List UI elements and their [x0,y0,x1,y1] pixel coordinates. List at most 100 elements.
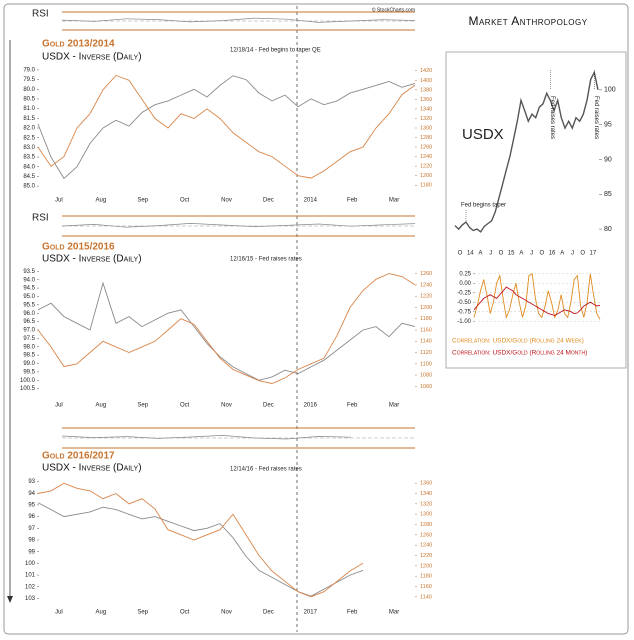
y2-tick-label: 1220 [420,553,432,559]
x-tick-label: Sep [137,403,148,409]
y-tick-label: 98.5 [23,353,35,359]
y-tick-label: 100.5 [20,386,36,392]
y2-tick-label: 1360 [420,481,432,487]
y-tick-label: 81.5 [23,116,35,122]
x-tick-label: Aug [95,403,106,409]
x-tick-label: Mar [389,610,399,616]
y2-tick-label: 1420 [420,68,432,74]
annotation: Fed raises rates [593,96,599,139]
y-tick-label: 97 [28,526,35,532]
x-tick-label: Jul [55,403,63,409]
y2-tick-label: 1140 [420,594,432,600]
y2-tick-label: 1240 [420,154,432,160]
y-tick-label: 0.25 [459,271,471,277]
y-tick-label: 100 [25,561,36,567]
x-tick-label: J [571,251,574,257]
y-tick-label: -1.00 [457,319,471,325]
x-tick-label: Sep [137,610,148,616]
y-tick-label: 83.5 [23,155,35,161]
y-tick-label: 99.0 [23,361,35,367]
series-line [37,281,416,381]
y-tick-label: 94.0 [23,277,35,283]
y-tick-label: 96.5 [23,319,35,325]
y2-tick-label: 1160 [420,327,432,333]
x-tick-label: Aug [95,610,106,616]
series-line [37,273,416,384]
source: © StockCharts.com [372,6,415,13]
y-tick-label: 102 [25,584,36,590]
y2-tick-label: 1240 [420,543,432,549]
y2-tick-label: 1280 [420,522,432,528]
chart-subtitle: USDX - Inverse (Daily) [42,52,142,63]
series-line [37,75,416,180]
y2-tick-label: 1240 [420,282,432,288]
brand: Market Anthropology [468,14,587,28]
y2-tick-label: 1340 [420,491,432,497]
x-tick-label: Dec [263,198,274,204]
x-tick-label: Nov [221,610,232,616]
y2-tick-label: 1140 [420,339,432,345]
y-tick-label: 93 [28,479,35,485]
y2-tick-label: 1060 [420,384,432,390]
x-tick-label: Dec [263,610,274,616]
x-tick-label: A [519,251,523,257]
x-tick-label: Mar [389,198,399,204]
y-tick-label: 79.0 [23,67,35,73]
y-tick-label: 100.0 [20,378,36,384]
y2-tick-label: 1400 [420,78,432,84]
x-tick-label: Sep [137,198,148,204]
series-line [37,502,364,597]
y-tick-label: 99.5 [23,369,35,375]
y-tick-label: 95 [604,121,612,128]
annotation: 12/18/14 - Fed begins to taper QE [230,48,321,54]
y-tick-label: 90 [604,156,612,163]
legend-entry: Correlation: USDX/Gold (Rolling 24 Month… [452,350,587,357]
y-tick-label: 98 [28,538,35,544]
x-tick-label: Dec [263,403,274,409]
series-line [37,74,416,179]
x-tick-label: Aug [95,198,106,204]
x-tick-label: O [499,251,504,257]
y-tick-label: 96.0 [23,311,35,317]
x-tick-label: Nov [221,403,232,409]
chart-title: Gold 2016/2017 [42,451,115,462]
x-tick-label: O [539,251,544,257]
x-tick-label: Mar [389,403,399,409]
y-tick-label: 99 [28,549,35,555]
y-tick-label: 95 [28,502,35,508]
y2-tick-label: 1220 [420,294,432,300]
y-tick-label: -0.50 [457,300,471,306]
y-tick-label: 96 [28,514,35,520]
y-tick-label: 82.0 [23,126,35,132]
y-tick-label: 81.0 [23,106,35,112]
y-tick-label: 100 [604,87,616,94]
y2-tick-label: 1180 [420,316,432,322]
y-tick-label: 85.0 [23,184,35,190]
x-tick-label: J [489,251,492,257]
y-tick-label: 101 [25,573,36,579]
y-tick-label: 84.0 [23,164,35,170]
series-line [37,482,364,598]
series-line [473,286,601,316]
y-tick-label: 79.5 [23,77,35,83]
x-tick-label: O [580,251,585,257]
y-tick-label: 80.5 [23,97,35,103]
y2-tick-label: 1320 [420,116,432,122]
y-tick-label: 80 [604,226,612,233]
y2-tick-label: 1260 [420,145,432,151]
y-tick-label: 95.5 [23,302,35,308]
x-tick-label: 2014 [304,198,318,204]
x-tick-label: Feb [347,610,358,616]
x-tick-label: 2017 [304,610,318,616]
x-tick-label: O [458,251,463,257]
y-tick-label: 85 [604,191,612,198]
y-tick-label: 93.5 [23,269,35,275]
y2-tick-label: 1220 [420,164,432,170]
series-line [454,70,599,233]
annotation: 12/16/15 - Fed raises rates [230,257,302,263]
y2-tick-label: 1080 [420,373,432,379]
y2-tick-label: 1360 [420,97,432,103]
y2-tick-label: 1300 [420,125,432,131]
chart-subtitle: USDX - Inverse (Daily) [42,463,142,474]
